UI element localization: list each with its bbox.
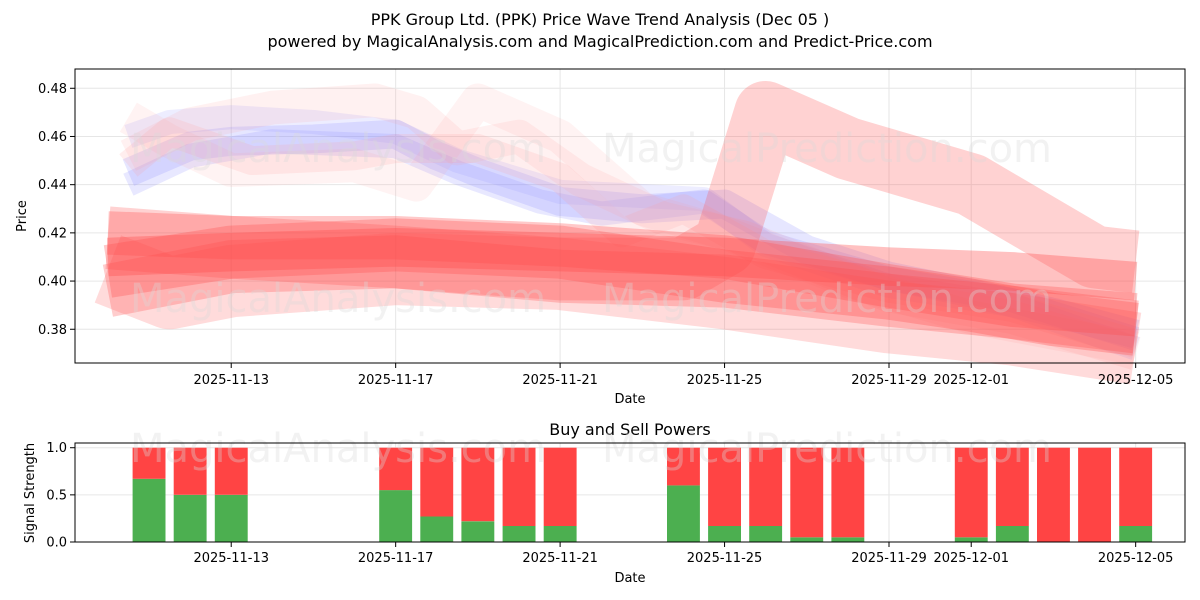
- signal-y-tick-label: 0.0: [46, 536, 67, 551]
- price-red-band-2: [103, 218, 1139, 356]
- price-x-label: Date: [614, 392, 645, 407]
- signal-x-tick-label: 2025-12-01: [933, 551, 1009, 566]
- watermark-left-top: MagicalAnalysis.com: [130, 126, 546, 172]
- price-red-band-1: [107, 228, 1138, 301]
- buy-bar: [1119, 526, 1153, 542]
- signal-x-tick-label: 2025-11-13: [193, 551, 269, 566]
- price-grid: [75, 69, 1185, 363]
- price-blue-wave-2: [123, 129, 1140, 351]
- signal-panel: Buy and Sell Powers MagicalAnalysis.com …: [23, 420, 1186, 586]
- buy-bar: [420, 516, 454, 542]
- price-x-tick-label: 2025-11-29: [851, 373, 927, 388]
- chart-title-line1: PPK Group Ltd. (PPK) Price Wave Trend An…: [371, 10, 830, 29]
- sell-bar: [954, 447, 988, 538]
- buy-bar: [749, 526, 783, 542]
- price-x-tick-label: 2025-11-21: [522, 373, 598, 388]
- buy-bar: [667, 485, 700, 542]
- price-y-tick-label: 0.44: [38, 178, 67, 193]
- price-pink-wave-1: [119, 117, 1140, 358]
- sell-bar: [543, 447, 577, 526]
- price-y-tick-label: 0.38: [38, 323, 67, 338]
- price-pink-wave-2: [120, 83, 1141, 370]
- price-pink-wave-3: [119, 83, 1139, 366]
- buy-bar: [214, 494, 248, 542]
- watermark-right-bottom: MagicalPrediction.com: [602, 426, 1052, 472]
- price-y-tick-label: 0.46: [38, 130, 67, 145]
- signal-x-tick-label: 2025-12-05: [1098, 551, 1174, 566]
- signal-axes-frame: [74, 442, 1186, 543]
- signal-bars: [132, 447, 1153, 542]
- price-blue-wave-1: [122, 119, 1140, 349]
- sell-bar: [379, 447, 413, 491]
- buy-bar: [461, 521, 495, 542]
- price-x-tick-label: 2025-12-01: [933, 373, 1009, 388]
- sell-bar: [173, 447, 207, 495]
- sell-bar: [461, 447, 495, 522]
- signal-x-tick-label: 2025-11-17: [358, 551, 434, 566]
- signal-y-ticks: 0.0 0.5 1.0: [46, 441, 75, 551]
- buy-bar: [790, 537, 824, 542]
- price-panel: MagicalAnalysis.com MagicalPrediction.co…: [15, 68, 1186, 407]
- signal-x-tick-label: 2025-11-25: [687, 551, 763, 566]
- chart-title-line2: powered by MagicalAnalysis.com and Magic…: [267, 32, 932, 51]
- buy-bar: [954, 537, 988, 542]
- signal-y-tick-label: 0.5: [46, 488, 67, 503]
- price-y-tick-label: 0.42: [38, 226, 67, 241]
- buy-bar: [502, 526, 536, 542]
- watermark-right-top: MagicalPrediction.com: [602, 126, 1052, 172]
- buy-bar: [708, 526, 741, 542]
- price-axes-frame: [74, 68, 1186, 364]
- price-red-band-4: [102, 235, 1139, 354]
- sell-bar: [420, 447, 454, 517]
- price-blue-wave-3: [124, 105, 1140, 360]
- buy-bar: [995, 526, 1029, 542]
- buy-bar: [173, 494, 207, 542]
- buy-bar: [132, 478, 166, 542]
- watermark-left-bottom: MagicalAnalysis.com: [130, 426, 546, 472]
- sell-bar: [708, 447, 741, 526]
- price-y-tick-label: 0.40: [38, 275, 67, 290]
- sell-bar: [667, 447, 700, 486]
- signal-x-tick-label: 2025-11-29: [851, 551, 927, 566]
- watermark-right-mid: MagicalPrediction.com: [602, 276, 1052, 322]
- price-red-band-3: [105, 81, 1140, 301]
- sell-bar: [214, 447, 248, 495]
- price-red-band-5: [94, 232, 1142, 385]
- price-x-tick-label: 2025-11-17: [358, 373, 434, 388]
- price-plot-area: [75, 69, 1185, 363]
- sell-bar: [995, 447, 1029, 526]
- price-x-tick-label: 2025-11-13: [193, 373, 269, 388]
- sell-bar: [790, 447, 824, 538]
- price-x-ticks: 2025-11-13 2025-11-17 2025-11-21 2025-11-25…: [193, 363, 1173, 388]
- sell-bar: [831, 447, 865, 538]
- price-y-tick-label: 0.48: [38, 82, 67, 97]
- sell-bar: [749, 447, 783, 526]
- signal-x-tick-label: 2025-11-21: [522, 551, 598, 566]
- buy-bar: [831, 537, 865, 542]
- signal-x-ticks: 2025-11-13 2025-11-17 2025-11-21 2025-11-25…: [193, 542, 1173, 566]
- signal-y-tick-label: 1.0: [46, 441, 67, 456]
- sell-bar: [1119, 447, 1153, 526]
- price-y-label: Price: [15, 200, 30, 232]
- sell-bar: [132, 447, 166, 479]
- signal-x-label: Date: [614, 571, 645, 586]
- sell-bar: [1078, 447, 1111, 542]
- sell-bar: [502, 447, 536, 526]
- price-y-ticks: 0.38 0.40 0.42 0.44 0.46 0.48: [38, 82, 75, 338]
- price-wave-bands: [94, 81, 1142, 385]
- sell-bar: [1037, 447, 1070, 542]
- price-red-band-6: [107, 211, 1138, 337]
- buy-bar: [379, 490, 413, 542]
- buy-bar: [543, 526, 577, 542]
- signal-y-label: Signal Strength: [23, 443, 38, 543]
- signal-title: Buy and Sell Powers: [549, 420, 711, 439]
- price-x-tick-label: 2025-11-25: [687, 373, 763, 388]
- price-x-tick-label: 2025-12-05: [1098, 373, 1174, 388]
- watermark-left-mid: MagicalAnalysis.com: [130, 276, 546, 322]
